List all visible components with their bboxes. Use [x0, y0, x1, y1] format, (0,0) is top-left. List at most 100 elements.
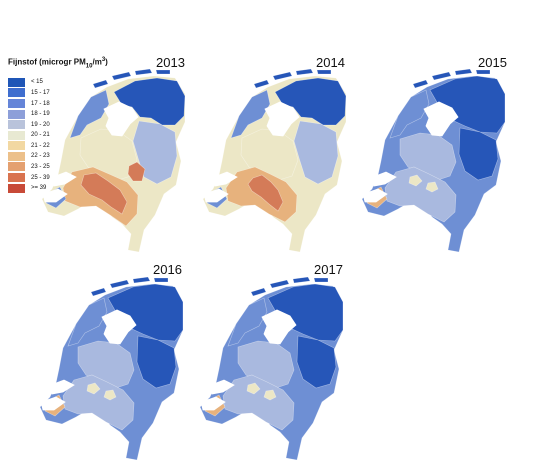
- northwest-region: [69, 89, 110, 139]
- lake-water: [103, 101, 139, 137]
- west-inlet: [210, 379, 235, 395]
- island-2: [272, 71, 293, 81]
- legend-swatch-21-22: [8, 141, 25, 151]
- east-region: [458, 127, 499, 181]
- legend-label-17-18: 17 - 18: [31, 100, 50, 107]
- island-1: [250, 287, 267, 297]
- map-2013-svg: [41, 68, 186, 253]
- lake-water: [423, 101, 459, 137]
- lake-water: [264, 101, 300, 137]
- legend-item-20-21: 20 - 21: [8, 130, 128, 140]
- netherlands-map-2015: [361, 68, 506, 253]
- map-2015-svg: [361, 68, 506, 253]
- legend-item-18-19: 18 - 19: [8, 109, 128, 119]
- island-4: [475, 69, 491, 75]
- east-region: [293, 120, 339, 185]
- map-2014-svg: [202, 68, 347, 253]
- legend-item-22-23: 22 - 23: [8, 151, 128, 161]
- south-inlet: [42, 188, 68, 203]
- island-3: [292, 276, 311, 284]
- legend-item-25-39: 25 - 39: [8, 172, 128, 183]
- legend-item-gte-39: >= 39: [8, 183, 128, 193]
- legend-label-25-39: 25 - 39: [31, 174, 50, 181]
- pm10-legend: Fijnstof (microgr PM10/m3) < 15 15 - 17 …: [8, 55, 128, 194]
- map-2014: [197, 66, 347, 253]
- island-4: [313, 277, 329, 283]
- island-2: [109, 279, 130, 289]
- urban-dots-2: [425, 181, 439, 193]
- netherlands-map-2017: [199, 276, 344, 461]
- west-inlet: [52, 171, 77, 187]
- island-3: [454, 68, 473, 76]
- legend-item-19-20: 19 - 20: [8, 120, 128, 130]
- legend-swatch-23-25: [8, 162, 25, 172]
- urban-dots: [86, 382, 101, 395]
- netherlands-map-2016: [39, 276, 184, 461]
- legend-swatch-15-17: [8, 88, 25, 98]
- map-2017: [194, 274, 344, 461]
- legend-label-lt-15: < 15: [31, 79, 43, 86]
- southern-light: [384, 166, 457, 223]
- southern-light: [222, 374, 295, 431]
- south-inlet: [40, 396, 66, 411]
- island-3: [134, 68, 153, 76]
- legend-label-15-17: 15 - 17: [31, 89, 50, 96]
- year-label-2014: 2014: [316, 55, 345, 70]
- year-label-2015: 2015: [478, 55, 507, 70]
- netherlands-map-2014: [202, 68, 347, 253]
- island-1: [90, 287, 107, 297]
- west-inlet: [213, 171, 238, 187]
- legend-swatch-18-19: [8, 109, 25, 119]
- legend-label-19-20: 19 - 20: [31, 121, 50, 128]
- legend-swatch-17-18: [8, 99, 25, 108]
- legend-swatch-lt-15: [8, 77, 25, 87]
- legend-label-18-19: 18 - 19: [31, 111, 50, 118]
- south-inlet: [200, 396, 226, 411]
- south-inlet: [203, 188, 229, 203]
- northwest-region: [67, 297, 108, 347]
- island-2: [111, 71, 132, 81]
- map-2017-svg: [199, 276, 344, 461]
- legend-title: Fijnstof (microgr PM10/m3): [8, 57, 108, 70]
- north-region: [113, 77, 186, 126]
- northwest-region: [230, 89, 271, 139]
- island-1: [412, 79, 429, 89]
- legend-label-gte-39: >= 39: [31, 185, 47, 192]
- legend-item-15-17: 15 - 17: [8, 88, 128, 98]
- island-2: [431, 71, 452, 81]
- map-2015: [356, 66, 506, 253]
- legend-item-lt-15: < 15: [8, 77, 128, 87]
- legend-label-23-25: 23 - 25: [31, 163, 50, 170]
- lake-water: [261, 309, 297, 345]
- urban-dots-2: [263, 389, 277, 401]
- island-3: [295, 68, 314, 76]
- island-4: [155, 69, 171, 75]
- island-2: [269, 279, 290, 289]
- urban-dots: [246, 382, 261, 395]
- legend-label-21-22: 21 - 22: [31, 142, 50, 149]
- northwest-region: [389, 89, 430, 139]
- urban-dots-2: [103, 389, 117, 401]
- south-inlet: [362, 188, 388, 203]
- legend-label-22-23: 22 - 23: [31, 153, 50, 160]
- netherlands-map-2013: [41, 68, 186, 253]
- red-hotspot: [247, 174, 284, 212]
- legend-item-17-18: 17 - 18: [8, 98, 128, 108]
- legend-label-20-21: 20 - 21: [31, 132, 50, 139]
- east-region: [136, 335, 177, 389]
- island-1: [92, 79, 109, 89]
- north-region: [274, 77, 347, 126]
- map-2016-svg: [39, 276, 184, 461]
- island-1: [253, 79, 270, 89]
- northwest-region: [227, 297, 268, 347]
- map-2016: [34, 274, 184, 461]
- legend-item-23-25: 23 - 25: [8, 162, 128, 172]
- island-4: [153, 277, 169, 283]
- red-hotspot-2: [127, 161, 146, 182]
- year-label-2016: 2016: [153, 262, 182, 277]
- legend-swatch-20-21: [8, 130, 25, 140]
- lake-water: [101, 309, 137, 345]
- legend-swatch-22-23: [8, 151, 25, 161]
- red-hotspot: [80, 172, 128, 215]
- year-label-2013: 2013: [156, 55, 185, 70]
